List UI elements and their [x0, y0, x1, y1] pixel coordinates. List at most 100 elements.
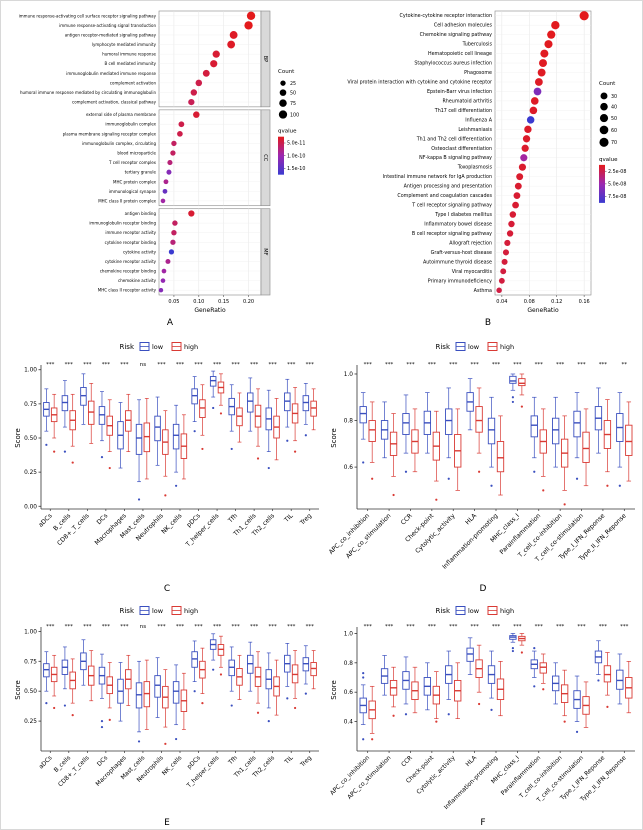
significance-marker: ns	[140, 362, 146, 368]
box-low	[172, 681, 180, 704]
category-label: aDCs	[38, 754, 54, 770]
significance-marker: ***	[213, 624, 222, 630]
category-label: Parainflammation	[500, 754, 543, 797]
significance-marker: ***	[83, 624, 92, 630]
outlier-dot	[511, 400, 514, 404]
enrichment-dot	[165, 258, 171, 264]
panel-a: immune response-activating cell surface …	[9, 7, 331, 328]
term-label: B cell mediated immunity	[105, 61, 157, 66]
term-label: humoral immune response mediated by circ…	[20, 90, 157, 95]
enrichment-dot	[516, 173, 524, 181]
y-tick-label: 0.6	[344, 690, 354, 696]
outlier-dot	[108, 466, 111, 470]
significance-marker: ***	[46, 624, 55, 630]
legend-low-label: low	[468, 607, 480, 615]
category-label: TIL	[283, 512, 295, 524]
enrichment-dot	[579, 11, 589, 21]
term-label: Cytokine-cytokine receptor interaction	[400, 13, 492, 19]
enrichment-dot	[514, 182, 522, 190]
term-label: Leishmaniasis	[458, 127, 492, 133]
category-label: Treg	[298, 512, 313, 527]
qvalue-legend-title: qvalue	[278, 129, 297, 135]
term-label: MHC class II protein complex	[98, 198, 156, 203]
enrichment-dot	[193, 111, 200, 118]
enrichment-dot	[188, 210, 195, 217]
outlier-dot	[511, 649, 514, 653]
count-legend-dot	[279, 99, 287, 107]
outlier-dot	[201, 702, 204, 705]
box-low	[402, 413, 410, 435]
significance-marker: ***	[120, 624, 128, 630]
outlier-dot	[371, 738, 374, 741]
legend-high-label: high	[500, 607, 514, 615]
outlier-dot	[53, 450, 56, 453]
outlier-dot	[100, 725, 104, 729]
panel-e: Risk low high 0.25 0.50 0.75 1.00 Score *** aDCs *…	[11, 601, 323, 828]
term-label: B cell receptor signaling pathway	[412, 231, 492, 237]
significance-marker: ***	[535, 362, 544, 368]
enrichment-dot	[160, 278, 166, 283]
y-tick-label: 0.00	[24, 504, 37, 510]
outlier-dot	[478, 470, 481, 473]
significance-marker: ns	[140, 624, 146, 630]
panel-c-letter: C	[163, 584, 171, 594]
facet-panel	[158, 10, 262, 108]
term-label: cytokine activity	[123, 249, 157, 254]
enrichment-dot	[530, 97, 539, 105]
enrichment-dot	[195, 79, 203, 87]
enrichment-dot	[518, 163, 526, 171]
outlier-dot	[267, 719, 270, 723]
enrichment-dot	[520, 154, 528, 162]
term-label: Allograft rejection	[449, 240, 492, 246]
count-legend-value: 50	[611, 116, 617, 122]
x-tick-label: 0.10	[193, 299, 204, 305]
term-label: blood microparticle	[117, 151, 156, 156]
facet-strip-label: CC	[262, 154, 268, 161]
outlier-dot	[575, 477, 579, 480]
count-legend-dot	[599, 125, 609, 135]
count-legend-dot	[280, 80, 286, 86]
significance-marker: ***	[231, 362, 240, 368]
outlier-dot	[193, 690, 196, 693]
category-label: NK_cells	[161, 754, 184, 777]
box-low	[573, 410, 581, 438]
category-label: APC_co_stimulation	[346, 754, 392, 800]
qvalue-legend-value: 5.0e-11	[287, 141, 305, 147]
outlier-dot	[304, 692, 307, 695]
legend-low-label: low	[152, 343, 164, 351]
significance-marker: ***	[449, 624, 458, 630]
x-tick-label: 0.16	[579, 299, 590, 305]
term-label: antigen binding	[125, 211, 157, 216]
count-legend-dot	[599, 137, 609, 147]
significance-marker: ***	[470, 362, 479, 368]
facet-panel	[494, 10, 592, 296]
box-low	[135, 423, 143, 455]
x-tick-label: 0.08	[524, 299, 535, 305]
term-label: Hematopoietic cell lineage	[428, 51, 492, 57]
significance-marker: ***	[556, 624, 565, 630]
category-label: TIL	[283, 754, 295, 766]
facet-panel	[158, 109, 262, 207]
box-low	[445, 408, 453, 435]
outlier-dot	[606, 705, 609, 709]
outlier-dot	[212, 406, 215, 410]
outlier-dot	[286, 697, 289, 700]
enrichment-dot	[506, 230, 514, 237]
significance-marker: ***	[406, 624, 415, 630]
term-label: Th17 cell differentiation	[434, 108, 492, 114]
category-label: Treg	[299, 754, 314, 769]
enrichment-dot	[170, 239, 176, 245]
y-tick-label: 0.8	[344, 419, 354, 425]
term-label: immunoglobulin receptor binding	[89, 221, 156, 226]
outlier-dot	[563, 503, 566, 506]
panel-a-letter: A	[166, 318, 174, 328]
outlier-dot	[597, 679, 600, 682]
term-label: MHC protein complex	[113, 179, 157, 184]
enrichment-dot	[502, 249, 510, 256]
term-label: humoral immune response	[102, 52, 156, 57]
enrichment-dot	[244, 21, 253, 30]
significance-marker: ***	[556, 362, 565, 368]
box-low	[466, 647, 474, 662]
x-tick-label: 0.05	[168, 299, 179, 305]
significance-marker: ***	[65, 624, 74, 630]
